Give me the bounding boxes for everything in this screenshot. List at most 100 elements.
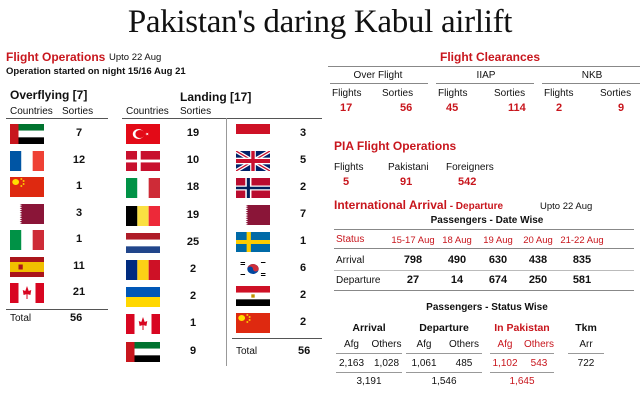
spain-flag: [10, 256, 44, 277]
clearance-iiap-sorties: 114: [508, 102, 526, 114]
pia-value-flights: 5: [343, 176, 350, 188]
overflying-header-rule: [6, 118, 108, 119]
status-sub-value: 1,061: [411, 358, 437, 369]
clearance-nkb-sorties: 9: [618, 102, 625, 114]
uk-flag: [236, 151, 270, 171]
clearance-overflight-flights: 17: [340, 102, 353, 114]
landing-sorties-value: 7: [299, 208, 307, 220]
china-flag: [10, 177, 44, 197]
status-group-total: 3,191: [356, 376, 382, 387]
status-group-name: Tkm: [575, 322, 597, 334]
status-sub-value: 2,163: [338, 358, 365, 369]
uae-flag: [10, 124, 44, 144]
operation-started-note: Operation started on night 15/16 Aug 21: [6, 66, 186, 77]
status-sub-value: 1,028: [373, 358, 400, 369]
landing-col-countries: Countries: [126, 106, 169, 117]
date-wise-status-label: Status: [336, 234, 365, 245]
clearance-group-nkb: NKB: [581, 70, 603, 81]
overflying-col-sorties: Sorties: [62, 106, 94, 117]
status-sub-value: 485: [455, 358, 473, 369]
clearance-group-iiap: IIAP: [476, 70, 496, 81]
flight-operations-upto: Upto 22 Aug: [109, 52, 162, 63]
norway-flag: [236, 178, 270, 198]
overflying-sorties-value: 1: [75, 180, 83, 192]
status-wise-title: Passengers - Status Wise: [426, 302, 548, 313]
status-group-rule: [490, 353, 554, 354]
date-row-value: 438: [528, 254, 548, 266]
date-row-value: 581: [572, 274, 592, 286]
pia-label-pakistani: Pakistani: [388, 162, 429, 173]
status-sub-value: 1,102: [492, 358, 518, 369]
clearance-overflight-sorties-label: Sorties: [382, 88, 414, 99]
netherlands-flag: [126, 232, 160, 253]
status-group-name: In Pakistan: [494, 322, 550, 334]
overflying-total-label: Total: [10, 313, 32, 324]
italy-flag: [10, 230, 44, 250]
date-row-value: 490: [447, 254, 467, 266]
intl-heading-main: International Arrival: [334, 198, 447, 212]
canada-flag: [126, 314, 160, 335]
landing-sorties-value: 18: [186, 181, 200, 194]
date-row-value: 27: [406, 274, 420, 286]
landing-heading: Landing [17]: [180, 90, 252, 104]
date-row-value: 835: [572, 254, 592, 266]
overflying-col-countries: Countries: [10, 106, 53, 117]
ukraine-flag: [126, 287, 160, 308]
china-flag: [236, 313, 270, 333]
intl-heading: International Arrival - Departure: [334, 198, 503, 212]
page-title: Pakistan's daring Kabul airlift: [127, 4, 513, 40]
belgium-flag: [126, 205, 160, 226]
landing-sorties-value: 19: [186, 208, 200, 221]
clearance-rule-3: [542, 83, 640, 84]
date-header: 18 Aug: [442, 235, 472, 246]
status-group-total: 1,645: [509, 376, 535, 387]
clearance-overflight-sorties: 56: [400, 102, 413, 114]
date-wise-bottom-rule: [334, 290, 634, 291]
status-sub-label: Afg: [343, 339, 359, 350]
turkey-flag: [126, 124, 160, 144]
landing-total-rule: [232, 338, 322, 339]
status-group-total-rule: [406, 372, 482, 373]
pia-value-pakistani: 91: [400, 176, 413, 188]
status-sub-value: 722: [577, 358, 595, 369]
overflying-sorties-value: 11: [73, 259, 85, 272]
status-group-rule: [336, 353, 402, 354]
landing-sorties-value: 9: [189, 344, 197, 357]
overflying-heading: Overflying [7]: [10, 88, 88, 102]
overflying-total-value: 56: [70, 312, 83, 324]
landing-sorties-value: 2: [299, 181, 307, 193]
status-sub-label: Afg: [497, 339, 513, 350]
sweden-flag: [236, 232, 270, 252]
indonesia-flag: [236, 124, 270, 144]
qatar-flag: [236, 205, 270, 225]
date-row-value: 250: [528, 274, 548, 286]
date-header: 19 Aug: [483, 235, 513, 246]
clearance-rule-1: [330, 83, 428, 84]
pia-value-foreigners: 542: [458, 176, 477, 188]
clearance-nkb-flights-label: Flights: [544, 88, 574, 99]
clearance-iiap-sorties-label: Sorties: [494, 88, 526, 99]
italy-flag: [126, 178, 160, 199]
landing-sorties-value: 19: [186, 127, 200, 139]
landing-sorties-value: 6: [299, 262, 307, 274]
landing-column-divider: [226, 118, 227, 366]
status-group-total-rule: [336, 372, 402, 373]
intl-upto: Upto 22 Aug: [540, 201, 593, 212]
france-flag: [10, 150, 44, 171]
landing-sorties-value: 2: [299, 289, 307, 301]
clearance-group-overflight: Over Flight: [353, 70, 403, 81]
landing-sorties-value: 2: [189, 290, 197, 303]
denmark-flag: [126, 151, 160, 172]
status-group-name: Departure: [419, 322, 469, 334]
clearance-nkb-flights: 2: [556, 102, 563, 114]
date-row-value: 14: [450, 274, 464, 286]
landing-sorties-value: 5: [299, 154, 307, 166]
date-row-value: 798: [403, 254, 423, 266]
status-sub-label: Others: [371, 339, 402, 350]
egypt-flag: [236, 286, 270, 306]
overflying-sorties-value: 12: [72, 153, 86, 166]
flight-clearances-heading: Flight Clearances: [440, 50, 541, 64]
status-group-name: Arrival: [352, 322, 386, 334]
status-sub-label: Others: [448, 339, 479, 350]
clearances-top-rule: [328, 66, 640, 67]
